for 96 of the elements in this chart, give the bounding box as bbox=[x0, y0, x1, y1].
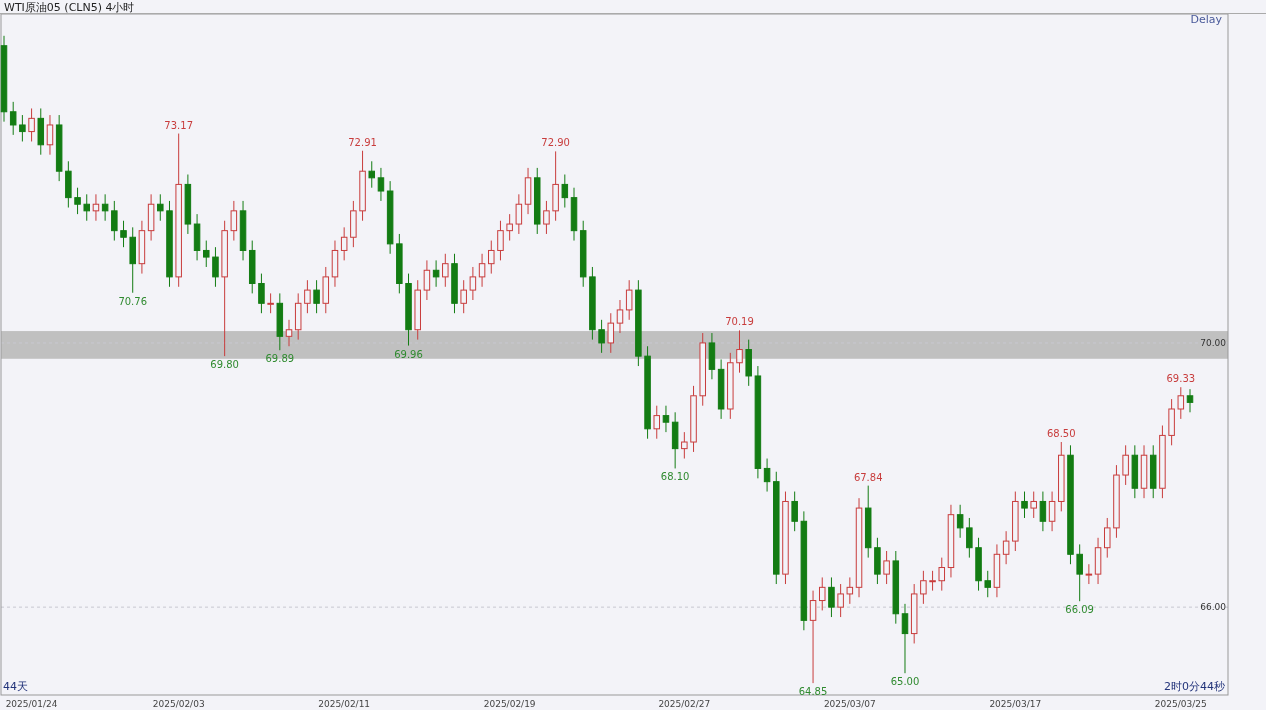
candlestick bbox=[1039, 491, 1047, 532]
candlestick bbox=[1076, 543, 1083, 602]
candlestick bbox=[791, 491, 798, 532]
candlestick bbox=[423, 259, 431, 301]
candlestick bbox=[432, 259, 440, 288]
candlestick bbox=[901, 603, 909, 674]
candlestick bbox=[1104, 517, 1111, 559]
x-tick-label: 2025/03/07 bbox=[823, 699, 876, 709]
candlestick bbox=[598, 319, 605, 354]
annotation: Delay bbox=[1190, 13, 1223, 26]
x-tick-label: 2025/03/17 bbox=[989, 699, 1042, 709]
annotation: 70.19 bbox=[725, 316, 754, 328]
annotation: 2时0分44秒 bbox=[1164, 680, 1225, 693]
candlestick bbox=[442, 253, 449, 288]
annotation: 69.80 bbox=[210, 359, 239, 371]
candlestick bbox=[111, 200, 118, 242]
candlestick bbox=[497, 220, 504, 261]
candlestick bbox=[818, 576, 826, 611]
candlestick bbox=[28, 107, 35, 142]
candlestick bbox=[460, 279, 467, 314]
candlestick bbox=[929, 570, 936, 592]
candlestick bbox=[203, 240, 210, 268]
candlestick bbox=[543, 200, 550, 235]
x-tick-label: 2025/02/03 bbox=[152, 699, 205, 709]
chart-title: WTI原油05 (CLN5) 4小时 bbox=[4, 1, 135, 14]
x-tick-label: 2025/02/19 bbox=[483, 699, 536, 709]
candlestick bbox=[938, 557, 946, 592]
candlestick bbox=[1048, 491, 1056, 532]
candlestick bbox=[966, 517, 973, 559]
candlestick bbox=[377, 167, 385, 202]
annotation: 68.50 bbox=[1046, 428, 1076, 440]
candlestick bbox=[736, 329, 743, 374]
candlestick bbox=[230, 200, 238, 242]
y-tick-label: 66.00 bbox=[1200, 602, 1227, 613]
candlestick bbox=[267, 292, 274, 314]
annotation: 65.00 bbox=[890, 676, 920, 688]
annotation: 44天 bbox=[3, 680, 28, 693]
candlestick bbox=[607, 312, 615, 354]
candlestick bbox=[313, 279, 320, 314]
candlestick bbox=[662, 405, 670, 433]
candlestick bbox=[83, 193, 90, 222]
candlestick bbox=[625, 279, 633, 321]
candlestick bbox=[258, 273, 265, 314]
candlestick bbox=[828, 576, 835, 618]
candlestick bbox=[681, 431, 688, 460]
candlestick bbox=[1021, 491, 1028, 519]
candlestick bbox=[1030, 491, 1037, 519]
x-tick-label: 2025/02/27 bbox=[658, 699, 711, 709]
annotation: 67.84 bbox=[853, 471, 883, 483]
candlestick bbox=[74, 187, 81, 215]
x-tick-label: 2025/02/11 bbox=[318, 699, 371, 709]
candlestick bbox=[1002, 530, 1010, 565]
candlestick bbox=[956, 504, 964, 539]
y-tick-label: 70.00 bbox=[1200, 337, 1227, 348]
candlestick bbox=[9, 101, 17, 136]
candlestick bbox=[809, 590, 817, 684]
candlestick bbox=[478, 253, 486, 288]
candlestick bbox=[1085, 563, 1093, 585]
candlestick bbox=[763, 458, 771, 493]
annotation: 73.17 bbox=[164, 119, 193, 131]
candlestick bbox=[46, 114, 54, 156]
candlestick bbox=[883, 550, 890, 585]
annotation: 69.96 bbox=[394, 348, 423, 360]
candlestick bbox=[469, 266, 477, 301]
x-tick-label: 2025/03/25 bbox=[1154, 699, 1207, 709]
annotation: 68.10 bbox=[660, 471, 690, 483]
candlestick bbox=[340, 226, 348, 261]
candlestick bbox=[285, 319, 293, 347]
candlestick bbox=[1186, 388, 1194, 413]
candlestick bbox=[984, 570, 991, 598]
annotation: 72.91 bbox=[348, 136, 377, 148]
candlestick bbox=[920, 570, 927, 605]
candlestick bbox=[506, 213, 513, 242]
x-tick-label: 2025/01/24 bbox=[5, 699, 58, 709]
candlestick bbox=[515, 193, 523, 235]
annotation: 70.76 bbox=[118, 295, 148, 307]
candlestick bbox=[304, 279, 311, 314]
candlestick bbox=[653, 405, 661, 440]
candlestick bbox=[368, 160, 376, 189]
annotation: 72.90 bbox=[541, 137, 570, 149]
annotation: 66.09 bbox=[1065, 604, 1094, 616]
candlestick bbox=[846, 576, 854, 605]
candlestick bbox=[616, 299, 624, 334]
candlestick bbox=[561, 174, 569, 209]
candlestick bbox=[120, 220, 127, 248]
candlestick bbox=[101, 193, 109, 222]
candlestick bbox=[837, 583, 844, 618]
candlestick bbox=[157, 193, 164, 222]
candlestick bbox=[1177, 386, 1185, 420]
candlestick bbox=[212, 246, 219, 288]
annotation: 64.85 bbox=[798, 686, 828, 698]
candlestick bbox=[488, 240, 495, 275]
candlestick bbox=[1122, 444, 1129, 486]
annotation: 69.33 bbox=[1166, 373, 1196, 385]
candlestick bbox=[19, 114, 26, 142]
annotation: 69.89 bbox=[265, 353, 295, 365]
